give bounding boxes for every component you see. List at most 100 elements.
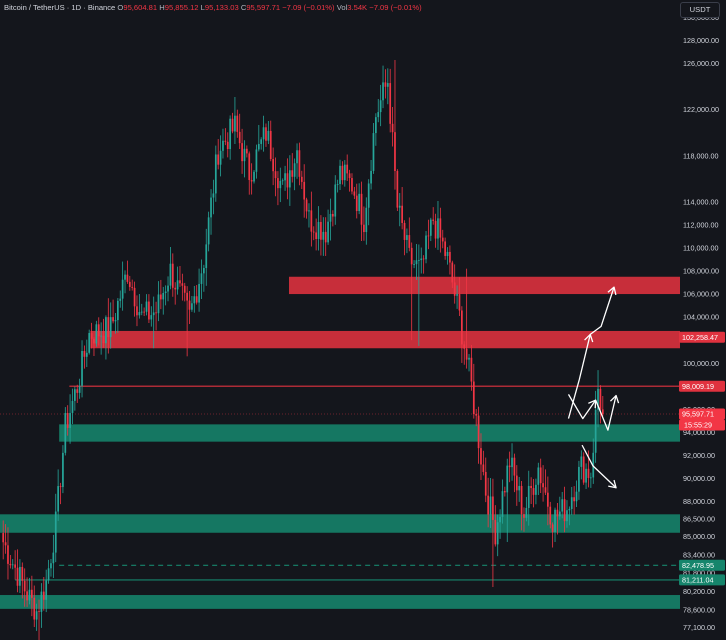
price-badge [679, 331, 725, 343]
candle-body [64, 413, 67, 453]
candle-body [74, 389, 76, 401]
candle-body [549, 506, 552, 525]
candle-body [372, 133, 375, 171]
candle-body [303, 181, 306, 200]
candle-body [441, 237, 444, 242]
candle-body [145, 301, 148, 312]
candle-body [511, 457, 513, 468]
currency-button[interactable]: USDT [680, 2, 720, 18]
candle-body [174, 287, 177, 290]
candle-body [66, 413, 69, 428]
candle-body [45, 580, 48, 600]
candle-body [143, 311, 145, 313]
candle-body [179, 280, 181, 284]
candle-body [487, 495, 489, 515]
candle-body [148, 301, 150, 320]
candle-body [95, 324, 98, 344]
y-tick-label: 85,000.00 [683, 532, 715, 541]
candle-body [384, 82, 387, 87]
candle-body [346, 164, 349, 174]
candle-body [222, 140, 224, 151]
candle-body [556, 509, 559, 517]
candle-body [152, 312, 155, 316]
candle-body [7, 545, 9, 564]
y-tick-label: 122,000.00 [683, 105, 719, 114]
candle-body [269, 130, 272, 160]
price-badge-label: 95,597.71 [682, 410, 714, 419]
candle-body [267, 130, 270, 141]
candle-body [542, 483, 544, 488]
candle-body [587, 468, 590, 478]
candle-body [100, 335, 102, 337]
candle-body [40, 591, 43, 612]
resistance-zone [289, 276, 680, 295]
candle-body [353, 191, 356, 196]
y-tick-label: 100,000.00 [683, 359, 719, 368]
candle-body [570, 497, 573, 509]
candle-body [518, 485, 521, 491]
price-badge [679, 380, 725, 392]
candle-body [566, 510, 568, 522]
candle-body [389, 83, 392, 124]
candle-body [394, 132, 396, 171]
candle-body [578, 466, 580, 492]
y-tick-label: 118,000.00 [683, 151, 718, 160]
candle-body [456, 294, 458, 296]
close-value: 95,597.71 [246, 3, 281, 12]
candle-body [42, 591, 45, 600]
candle-body [329, 213, 332, 222]
countdown-badge [679, 419, 725, 431]
candle-body [437, 218, 439, 239]
candle-body [461, 310, 463, 345]
candle-body [427, 235, 430, 237]
price-axis[interactable]: 130,000.00128,000.00126,000.00122,000.00… [680, 0, 726, 640]
bullish-path-arrow-head [607, 286, 617, 296]
candle-body [224, 140, 227, 142]
candle-body [107, 317, 110, 338]
candle-body [246, 148, 248, 154]
candle-body [336, 184, 339, 185]
candle-body [360, 193, 363, 225]
candle-body [300, 176, 303, 182]
candle-body [506, 465, 509, 493]
low-value: 95,133.03 [204, 3, 239, 12]
candle-body [351, 178, 353, 192]
candle-body [496, 522, 499, 545]
candle-body [11, 564, 14, 566]
candle-body [501, 491, 504, 517]
candle-body [305, 199, 308, 212]
candle-body [121, 279, 124, 299]
symbol-title[interactable]: Bitcoin / TetherUS · 1D · Binance [4, 3, 116, 12]
candle-body [205, 244, 208, 268]
close-label: C [240, 3, 247, 12]
range-path-arrow-head [609, 394, 620, 404]
candle-body [112, 317, 114, 322]
candle-body [155, 312, 157, 314]
candle-body [563, 499, 566, 522]
candle-body [293, 163, 296, 177]
candle-body [231, 118, 234, 132]
candle-body [429, 219, 432, 236]
candle-body [234, 115, 236, 132]
candle-body [291, 170, 294, 177]
candle-body [191, 303, 193, 310]
y-tick-label: 83,400.00 [683, 550, 715, 559]
candle-body [97, 324, 100, 337]
candle-body [396, 170, 399, 208]
candle-body [50, 563, 52, 569]
candle-body [594, 409, 597, 453]
y-tick-label: 126,000.00 [683, 59, 719, 68]
candle-body [547, 492, 549, 507]
candle-body [90, 333, 93, 339]
candle-body [375, 117, 377, 134]
candle-body [523, 514, 525, 518]
candle-body [439, 218, 442, 238]
y-tick-label: 90,000.00 [683, 474, 715, 483]
support-zone [0, 595, 680, 609]
horizontal-levels [0, 385, 680, 581]
candle-body [322, 231, 325, 240]
candle-body [568, 508, 571, 511]
candle-body [413, 264, 415, 265]
